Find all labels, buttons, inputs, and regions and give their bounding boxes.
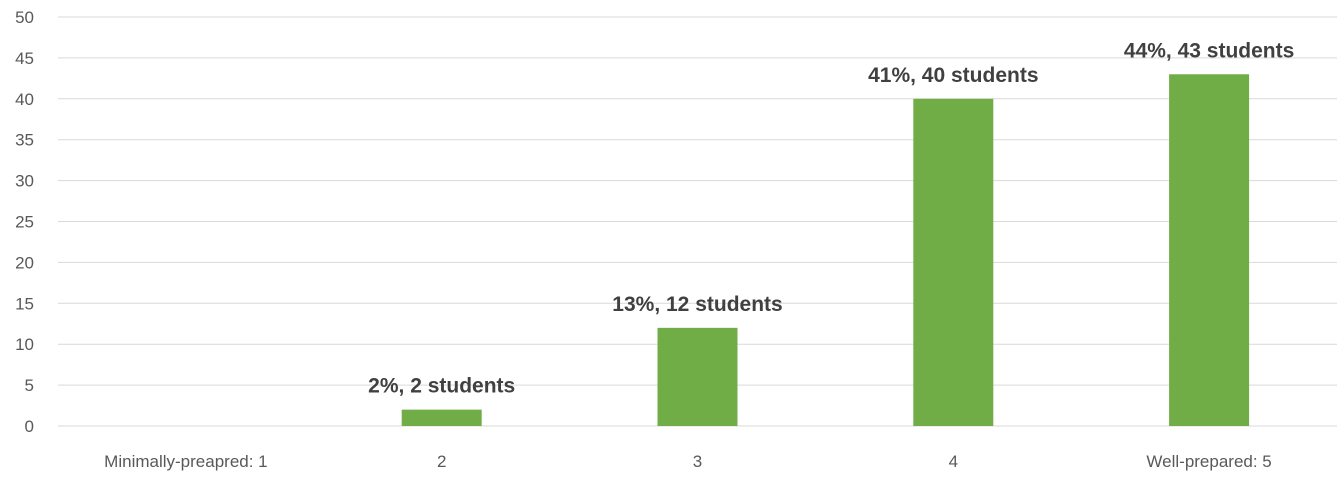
data-label-2: 2%, 2 students [368,375,515,398]
x-tick-label-3: 3 [693,452,702,471]
x-tick-label-1: Minimally-preapred: 1 [104,452,267,471]
y-tick-label: 0 [25,417,34,436]
data-label-4: 41%, 40 students [868,64,1038,87]
y-tick-label: 5 [25,376,34,395]
bars [401,74,1250,427]
x-tick-label-2: 2 [437,452,446,471]
y-tick-label: 15 [15,294,34,313]
bar-4 [913,98,994,427]
y-tick-label: 20 [15,253,34,272]
data-labels: 2%, 2 students 13%, 12 students 41%, 40 st… [368,39,1294,397]
bar-5 [1169,74,1250,426]
y-axis-tick-labels: 0 5 10 15 20 25 30 35 40 45 50 [15,8,34,436]
y-tick-label: 35 [15,131,34,150]
y-tick-label: 45 [15,49,34,68]
x-axis-tick-labels: Minimally-preapred: 1 2 3 4 Well-prepared: 5 [104,452,1272,471]
gridlines [58,16,1337,427]
data-label-3: 13%, 12 students [612,293,782,316]
y-tick-label: 50 [15,8,34,27]
y-tick-label: 40 [15,90,34,109]
y-tick-label: 25 [15,213,34,232]
bar-2 [401,409,482,426]
y-tick-label: 30 [15,172,34,191]
y-tick-label: 10 [15,335,34,354]
x-tick-label-5: Well-prepared: 5 [1146,452,1271,471]
bar-3 [657,327,738,426]
data-label-5: 44%, 43 students [1124,39,1294,62]
x-tick-label-4: 4 [949,452,958,471]
